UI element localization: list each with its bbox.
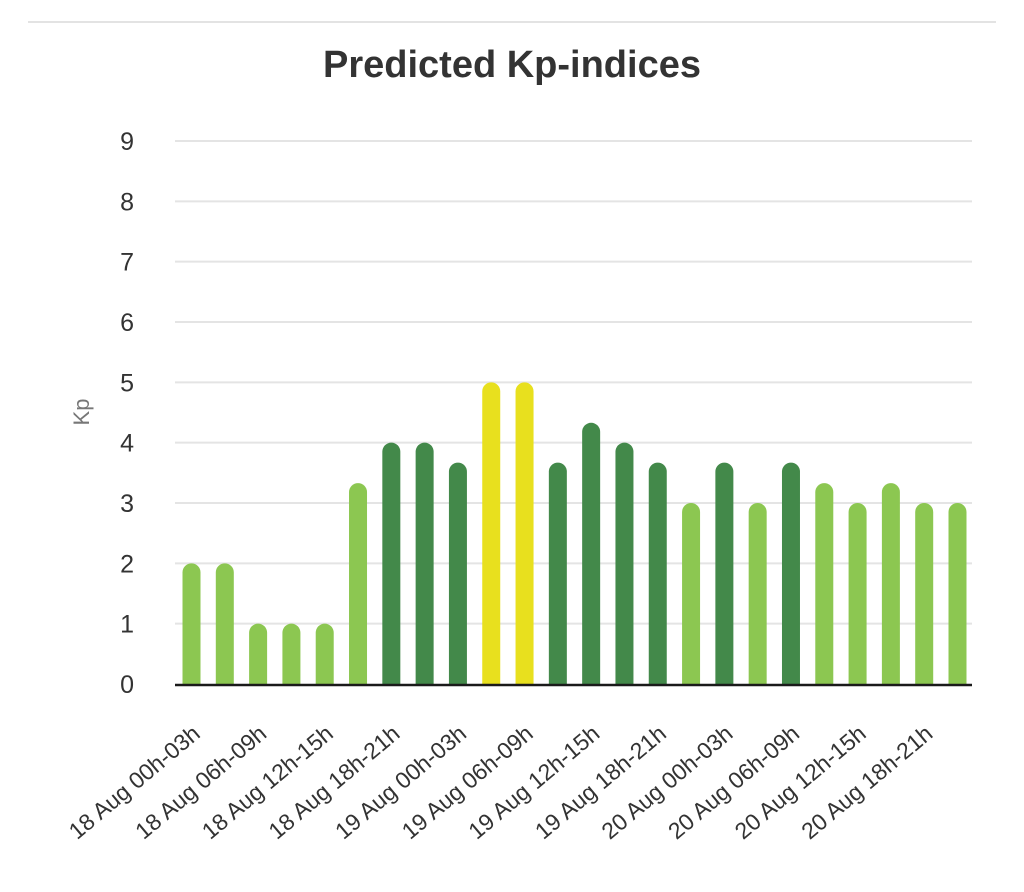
- y-tick-label: 0: [120, 671, 134, 699]
- bar[interactable]: [615, 442, 634, 684]
- bar[interactable]: [349, 483, 368, 684]
- bar[interactable]: [682, 503, 701, 684]
- y-tick-label: 4: [120, 430, 134, 458]
- bar[interactable]: [582, 422, 601, 684]
- bar[interactable]: [881, 483, 900, 684]
- bar[interactable]: [915, 503, 934, 684]
- y-tick-label: 5: [120, 369, 134, 397]
- y-tick-label: 1: [120, 611, 134, 639]
- bar[interactable]: [315, 623, 334, 684]
- bar[interactable]: [548, 462, 567, 684]
- bar[interactable]: [282, 623, 301, 684]
- bar[interactable]: [215, 563, 234, 684]
- bar[interactable]: [815, 483, 834, 684]
- bars: [182, 382, 967, 684]
- bar[interactable]: [182, 563, 201, 684]
- chart-title: Predicted Kp-indices: [323, 44, 701, 86]
- bar[interactable]: [515, 382, 534, 684]
- bar[interactable]: [781, 462, 800, 684]
- y-tick-label: 3: [120, 490, 134, 518]
- bar[interactable]: [848, 503, 867, 684]
- y-axis-label: Kp: [69, 399, 94, 426]
- bar[interactable]: [382, 442, 401, 684]
- bar[interactable]: [448, 462, 467, 684]
- bar[interactable]: [715, 462, 734, 684]
- bar[interactable]: [948, 503, 967, 684]
- y-tick-label: 7: [120, 249, 134, 277]
- y-tick-label: 6: [120, 309, 134, 337]
- y-tick-label: 2: [120, 550, 134, 578]
- bar[interactable]: [415, 442, 434, 684]
- y-tick-label: 8: [120, 188, 134, 216]
- bar[interactable]: [249, 623, 268, 684]
- bar[interactable]: [482, 382, 501, 684]
- top-divider: [28, 21, 996, 23]
- bar[interactable]: [748, 503, 767, 684]
- y-tick-labels: 0 1 2 3 4 5 6 7 8 9: [120, 128, 134, 699]
- y-tick-label: 9: [120, 128, 134, 156]
- grid-lines: [175, 140, 972, 625]
- bar[interactable]: [648, 462, 667, 684]
